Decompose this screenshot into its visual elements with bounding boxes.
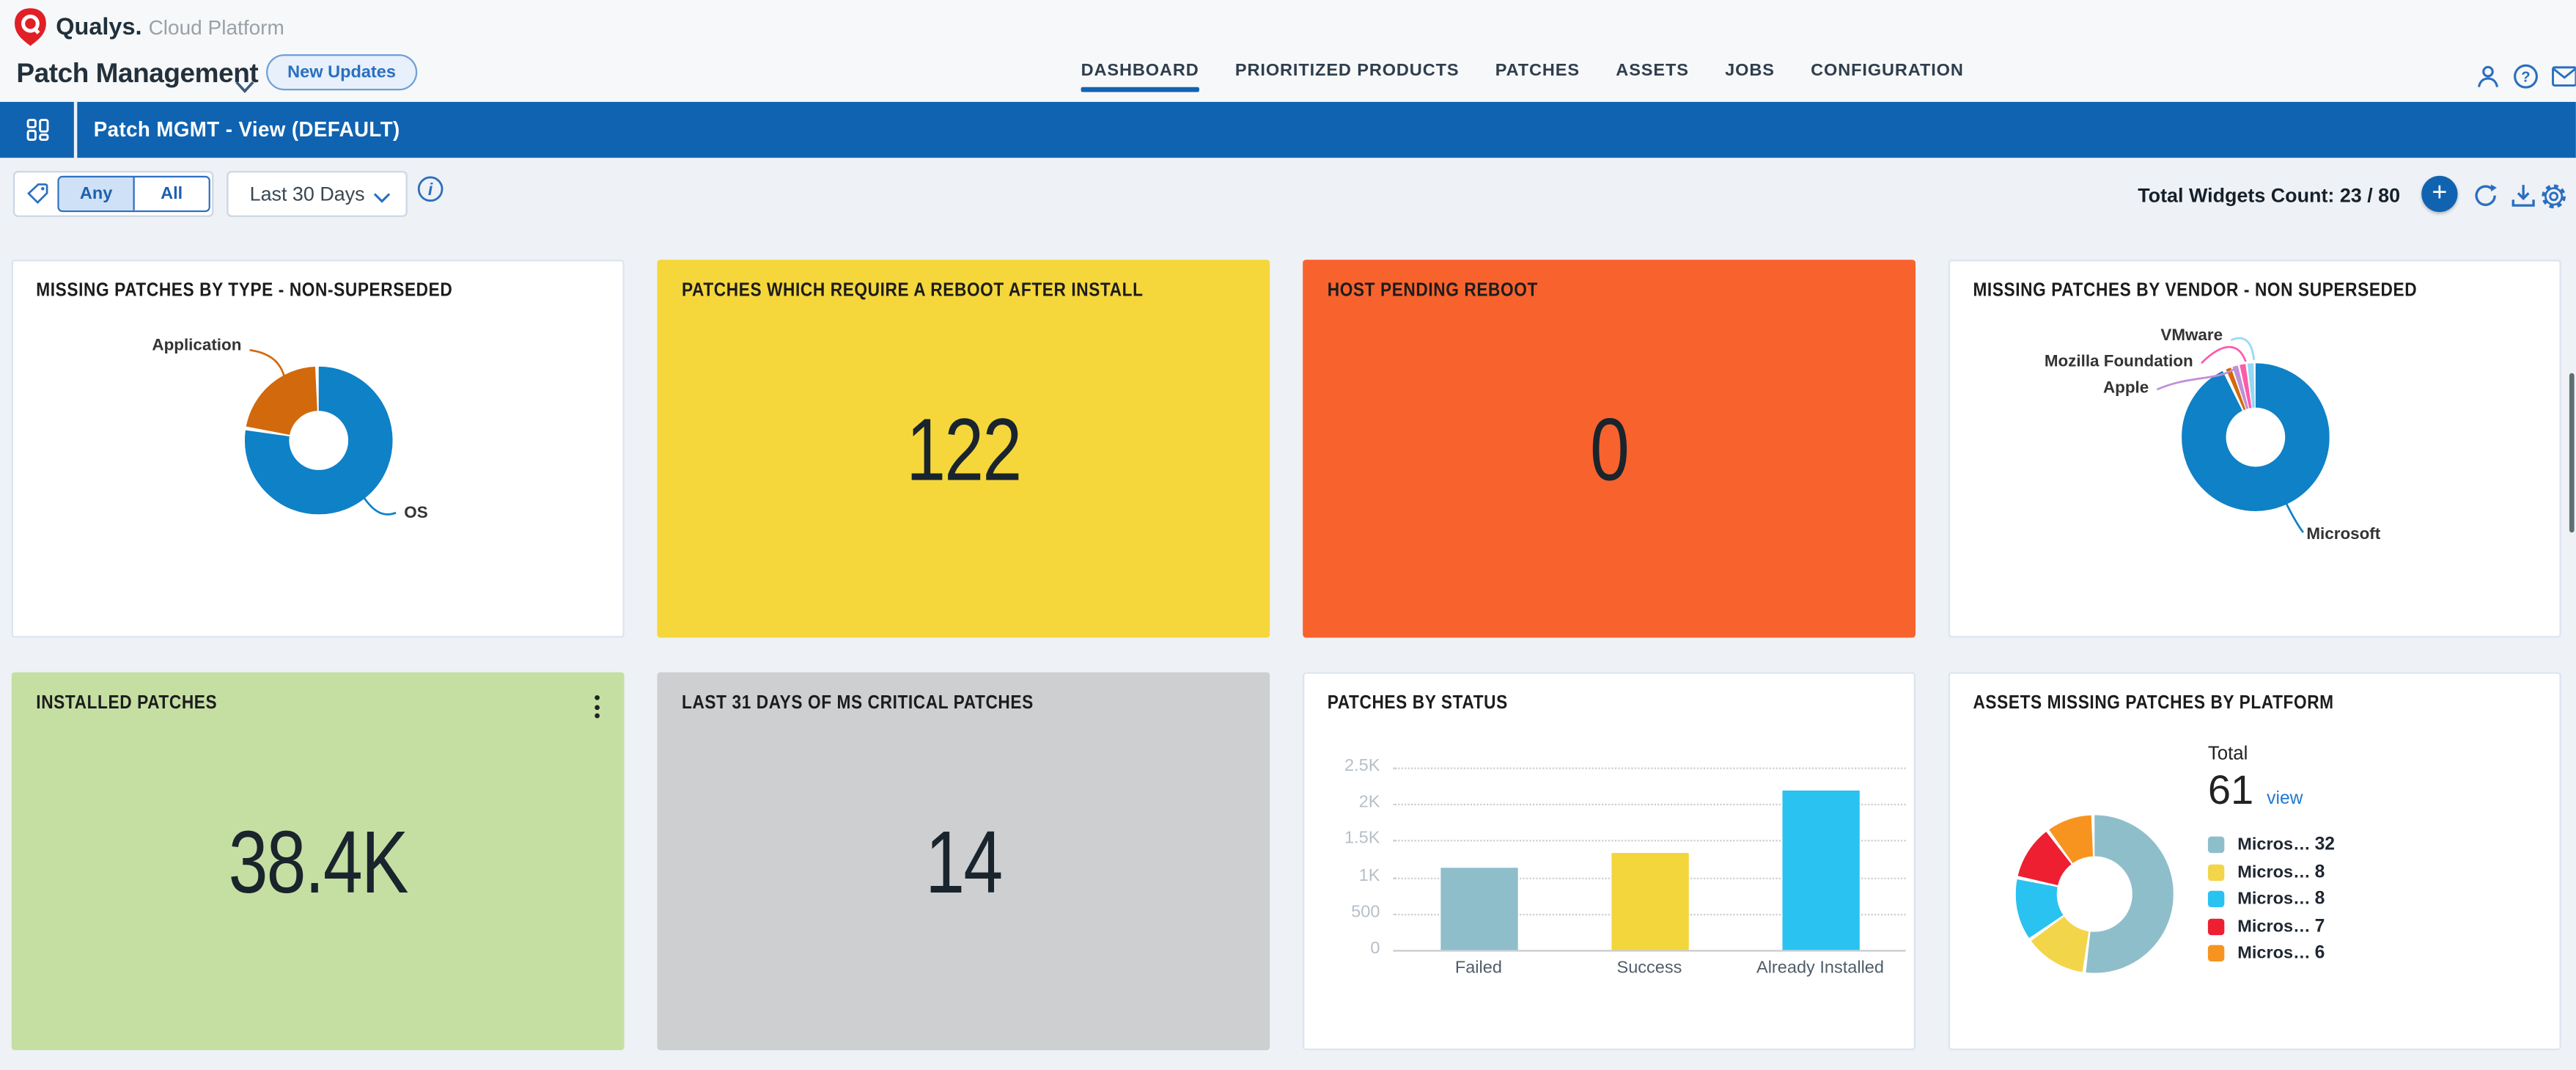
legend-swatch: [2207, 891, 2225, 908]
kebab-menu-icon[interactable]: [592, 692, 603, 721]
svg-text:i: i: [428, 180, 433, 199]
brand-name: Qualys.: [56, 14, 142, 40]
view-bar: Patch MGMT - View (DEFAULT): [0, 101, 2576, 158]
new-updates-button[interactable]: New Updates: [266, 54, 418, 91]
bar-chart-x-axis: Failed Success Already Installed: [1454, 958, 1885, 978]
widget-grid: MISSING PATCHES BY TYPE - NON-SUPERSEDED…: [11, 260, 2561, 1050]
widget-value: 38.4K: [228, 813, 409, 912]
tab-prioritized-products[interactable]: PRIORITIZED PRODUCTS: [1234, 60, 1460, 81]
bar-chart-plot-area[interactable]: [1393, 767, 1906, 952]
top-header: Qualys. Cloud Platform Patch Management …: [0, 0, 2576, 102]
widget-title: PATCHES WHICH REQUIRE A REBOOT AFTER INS…: [682, 281, 1144, 301]
slice-label-vmware: VMware: [2160, 326, 2223, 345]
widget-ms-critical-patches: LAST 31 DAYS OF MS CRITICAL PATCHES 14: [657, 672, 1270, 1050]
time-range-select[interactable]: Last 30 Days: [227, 171, 408, 217]
widget-assets-missing-by-platform: ASSETS MISSING PATCHES BY PLATFORM Total…: [1948, 672, 2561, 1050]
brand: Qualys. Cloud Platform: [13, 7, 284, 48]
tab-configuration[interactable]: CONFIGURATION: [1811, 60, 1964, 81]
total-block: Total 61 view: [2208, 744, 2303, 815]
legend-item[interactable]: Micros… 6: [2207, 940, 2335, 967]
widget-missing-patches-by-type: MISSING PATCHES BY TYPE - NON-SUPERSEDED…: [11, 260, 625, 638]
widget-value: 122: [906, 400, 1022, 500]
slice-label-mozilla: Mozilla Foundation: [2044, 353, 2193, 372]
refresh-icon[interactable]: [2473, 183, 2499, 209]
total-value: 61: [2207, 767, 2254, 814]
tag-match-any-option[interactable]: Any: [59, 177, 133, 210]
time-range-value: Last 30 Days: [249, 182, 365, 206]
legend-swatch: [2207, 918, 2225, 935]
download-icon[interactable]: [2510, 183, 2536, 209]
tab-dashboard[interactable]: DASHBOARD: [1081, 61, 1199, 92]
bar-already-installed[interactable]: [1781, 791, 1859, 950]
help-icon[interactable]: ?: [2514, 64, 2539, 89]
widgets-count-label: Total Widgets Count: 23 / 80: [2138, 183, 2401, 208]
svg-text:?: ?: [2521, 69, 2530, 85]
tab-jobs[interactable]: JOBS: [1725, 60, 1775, 81]
widget-title: LAST 31 DAYS OF MS CRITICAL PATCHES: [682, 693, 1034, 714]
user-icon[interactable]: [2476, 64, 2500, 89]
info-icon[interactable]: i: [417, 176, 444, 202]
qualys-logo-icon: [15, 8, 46, 46]
add-widget-button[interactable]: +: [2421, 175, 2458, 213]
header-icon-group: ?: [2476, 64, 2576, 89]
brand-suffix: Cloud Platform: [148, 15, 284, 39]
tag-icon: [26, 183, 49, 205]
legend-swatch: [2207, 837, 2225, 854]
tag-filter-group: Any All: [12, 171, 214, 217]
widget-title: HOST PENDING REBOOT: [1327, 281, 1538, 301]
view-link[interactable]: view: [2267, 788, 2303, 809]
chevron-down-icon[interactable]: [235, 73, 254, 102]
widget-title: INSTALLED PATCHES: [36, 693, 218, 714]
legend-item[interactable]: Micros… 32: [2207, 832, 2335, 859]
slice-label-microsoft: Microsoft: [2306, 526, 2381, 544]
widget-host-pending-reboot: HOST PENDING REBOOT 0: [1303, 260, 1916, 638]
widget-patches-by-status: PATCHES BY STATUS 2.5K 2K 1.5K 1K 500 0 …: [1303, 672, 1916, 1050]
tab-assets[interactable]: ASSETS: [1616, 60, 1689, 81]
dashboard-grid-icon[interactable]: [0, 101, 78, 158]
widget-value: 0: [1590, 400, 1630, 500]
settings-gear-icon[interactable]: [2540, 183, 2568, 210]
app-switcher-title[interactable]: Patch Management: [16, 59, 259, 89]
widget-missing-patches-by-vendor: MISSING PATCHES BY VENDOR - NON SUPERSED…: [1948, 260, 2561, 638]
donut-chart-missing-by-vendor[interactable]: [2182, 363, 2330, 519]
legend-item[interactable]: Micros… 7: [2207, 913, 2335, 940]
dashboard-toolbar: Any All Last 30 Days i Total Widgets Cou…: [0, 158, 2576, 230]
widget-title: ASSETS MISSING PATCHES BY PLATFORM: [1973, 693, 2334, 714]
slice-label-apple: Apple: [2102, 379, 2149, 398]
mail-icon[interactable]: [2551, 66, 2576, 87]
legend-swatch: [2207, 864, 2225, 881]
widget-patches-require-reboot: PATCHES WHICH REQUIRE A REBOOT AFTER INS…: [657, 260, 1270, 638]
legend-item[interactable]: Micros… 8: [2207, 859, 2335, 886]
vertical-scrollbar[interactable]: [2569, 373, 2575, 533]
legend-item[interactable]: Micros… 8: [2207, 886, 2335, 913]
chevron-down-icon: [373, 193, 391, 203]
slice-label-os: OS: [404, 504, 428, 523]
bar-success[interactable]: [1611, 853, 1688, 950]
widget-title: MISSING PATCHES BY TYPE - NON-SUPERSEDED: [36, 281, 453, 301]
platform-legend: Micros… 32 Micros… 8 Micros… 8 Micros… 7 Mic…: [2207, 832, 2335, 967]
legend-swatch: [2207, 945, 2225, 962]
tag-match-all-option[interactable]: All: [133, 177, 209, 210]
tag-match-toggle: Any All: [57, 175, 210, 213]
bar-failed[interactable]: [1440, 867, 1517, 950]
tab-patches[interactable]: PATCHES: [1495, 60, 1580, 81]
widget-installed-patches: INSTALLED PATCHES 38.4K: [11, 672, 625, 1050]
widget-value: 14: [925, 813, 1003, 912]
slice-label-application: Application: [152, 337, 242, 356]
total-label: Total: [2207, 744, 2248, 765]
widget-title: PATCHES BY STATUS: [1327, 693, 1508, 714]
main-nav-tabs: DASHBOARD PRIORITIZED PRODUCTS PATCHES A…: [1081, 60, 1964, 92]
view-title: Patch MGMT - View (DEFAULT): [93, 117, 400, 142]
widget-title: MISSING PATCHES BY VENDOR - NON SUPERSED…: [1973, 281, 2418, 301]
donut-chart-missing-by-type[interactable]: [244, 366, 393, 523]
donut-chart-assets-by-platform[interactable]: [2015, 815, 2174, 981]
